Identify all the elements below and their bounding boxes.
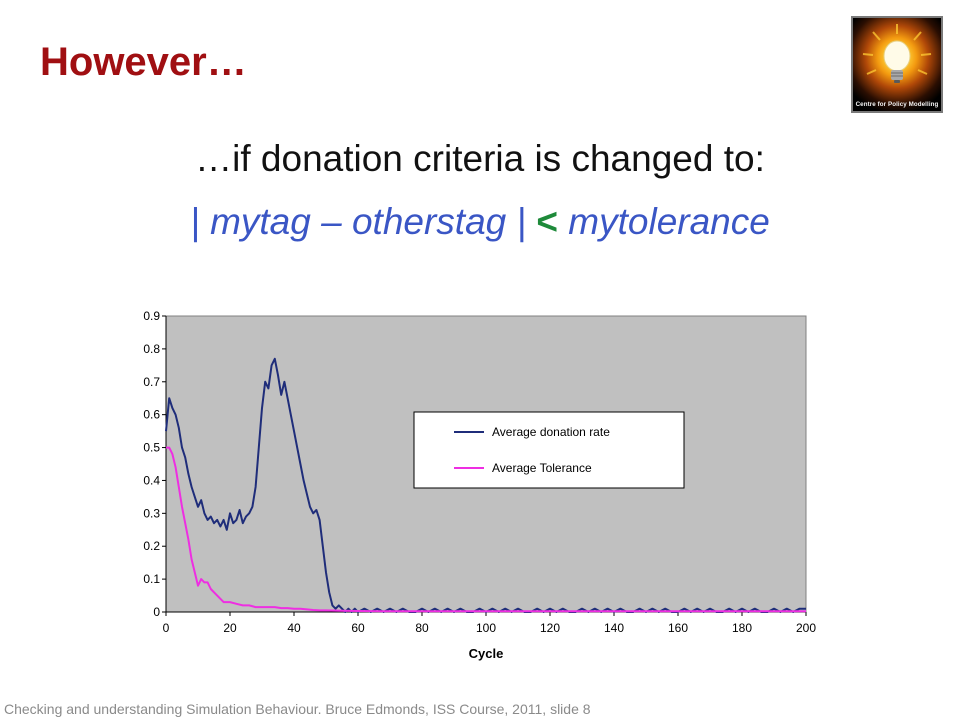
y-tick-label: 0.4 xyxy=(143,473,160,487)
x-tick-label: 200 xyxy=(796,621,816,635)
donation-rate-line xyxy=(165,357,806,613)
legend-label: Average Tolerance xyxy=(492,461,592,475)
y-tick-label: 0.1 xyxy=(143,572,160,586)
y-tick-label: 0.8 xyxy=(143,342,160,356)
x-tick-label: 80 xyxy=(415,621,429,635)
chart: 0 0.1 0.2 0.3 0.4 0.5 0.6 0.7 0.8 0.9 0 20 40 60 80 100… xyxy=(128,302,818,677)
formula-tolerance: mytolerance xyxy=(568,201,770,242)
y-tick-label: 0.9 xyxy=(143,309,160,323)
formula: | mytag – otherstag | < mytolerance xyxy=(0,203,960,240)
lightbulb-icon xyxy=(862,24,932,83)
y-tick-label: 0.6 xyxy=(143,408,160,422)
logo-text: Centre for Policy Modelling xyxy=(855,101,939,108)
x-tick-label: 40 xyxy=(287,621,301,635)
x-tick-label: 20 xyxy=(223,621,237,635)
tolerance-line xyxy=(166,446,806,613)
x-tick-label: 140 xyxy=(604,621,624,635)
legend-label: Average donation rate xyxy=(492,425,610,439)
formula-expression: | mytag – otherstag | xyxy=(190,201,527,242)
y-tick-label: 0 xyxy=(153,605,160,619)
y-tick-label: 0.7 xyxy=(143,375,160,389)
x-tick-label: 0 xyxy=(163,621,170,635)
slide-title: However… xyxy=(40,40,247,84)
subtitle: …if donation criteria is changed to: xyxy=(195,138,765,179)
footer-text: Checking and understanding Simulation Be… xyxy=(4,701,591,717)
line-chart: 0 0.1 0.2 0.3 0.4 0.5 0.6 0.7 0.8 0.9 0 20 40 60 80 100… xyxy=(143,309,816,661)
x-axis-label: Cycle xyxy=(469,646,504,661)
cpm-logo: Centre for Policy Modelling xyxy=(851,16,943,113)
formula-operator: < xyxy=(536,201,559,242)
y-tick-label: 0.3 xyxy=(143,506,160,520)
x-tick-label: 160 xyxy=(668,621,688,635)
x-tick-label: 120 xyxy=(540,621,560,635)
x-tick-label: 60 xyxy=(351,621,365,635)
legend xyxy=(413,411,685,489)
x-tick-label: 100 xyxy=(476,621,496,635)
y-tick-label: 0.2 xyxy=(143,539,160,553)
x-tick-label: 180 xyxy=(732,621,752,635)
y-tick-label: 0.5 xyxy=(143,441,160,455)
